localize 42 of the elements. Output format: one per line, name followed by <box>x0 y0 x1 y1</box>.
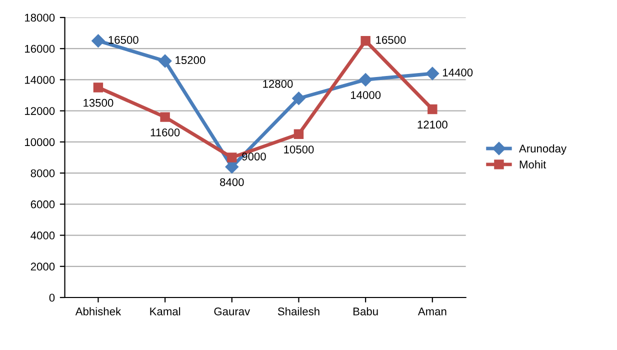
point <box>294 129 304 140</box>
x-tick-label: Gaurav <box>214 308 250 316</box>
point <box>428 104 438 114</box>
data-label: 12800 <box>263 80 293 88</box>
point <box>426 66 439 80</box>
y-tick-label: 10000 <box>25 138 55 146</box>
y-tick-label: 2000 <box>30 262 55 271</box>
data-label: 9000 <box>242 152 266 160</box>
y-tick-label: 16000 <box>25 44 55 53</box>
x-tick-label: Kamal <box>150 307 180 316</box>
x-tick-label: Abhishek <box>75 307 122 316</box>
data-label: 16500 <box>376 36 406 44</box>
legend-label: Arunoday <box>519 144 567 155</box>
data-label: 8400 <box>220 178 244 186</box>
data-label: 11600 <box>150 128 180 136</box>
y-tick-label: 8000 <box>30 169 55 178</box>
point <box>360 36 370 46</box>
data-label: 14400 <box>442 68 473 76</box>
point <box>292 92 306 105</box>
x-tick-label: Babu <box>354 307 378 316</box>
y-tick-label: 12000 <box>25 107 55 115</box>
point <box>92 34 105 48</box>
data-label: 13500 <box>84 98 114 107</box>
x-tick-label: Shailesh <box>278 307 320 316</box>
point <box>227 152 237 162</box>
y-tick-label: 14000 <box>25 76 55 84</box>
y-tick-label: 0 <box>49 294 55 302</box>
x-tick-label: Aman <box>418 308 446 316</box>
legend-label: Mohit <box>520 160 546 168</box>
point <box>93 82 104 92</box>
point <box>160 112 170 122</box>
data-label: 14000 <box>350 91 381 99</box>
y-tick-label: 4000 <box>30 232 55 240</box>
point <box>158 54 172 68</box>
point <box>225 160 238 174</box>
data-label: 10500 <box>284 146 314 154</box>
data-label: 16500 <box>108 36 138 44</box>
y-tick-label: 18000 <box>25 14 55 22</box>
point <box>358 73 372 86</box>
y-tick-label: 6000 <box>30 200 55 208</box>
data-label: 12100 <box>418 120 448 129</box>
data-label: 15200 <box>176 56 206 64</box>
